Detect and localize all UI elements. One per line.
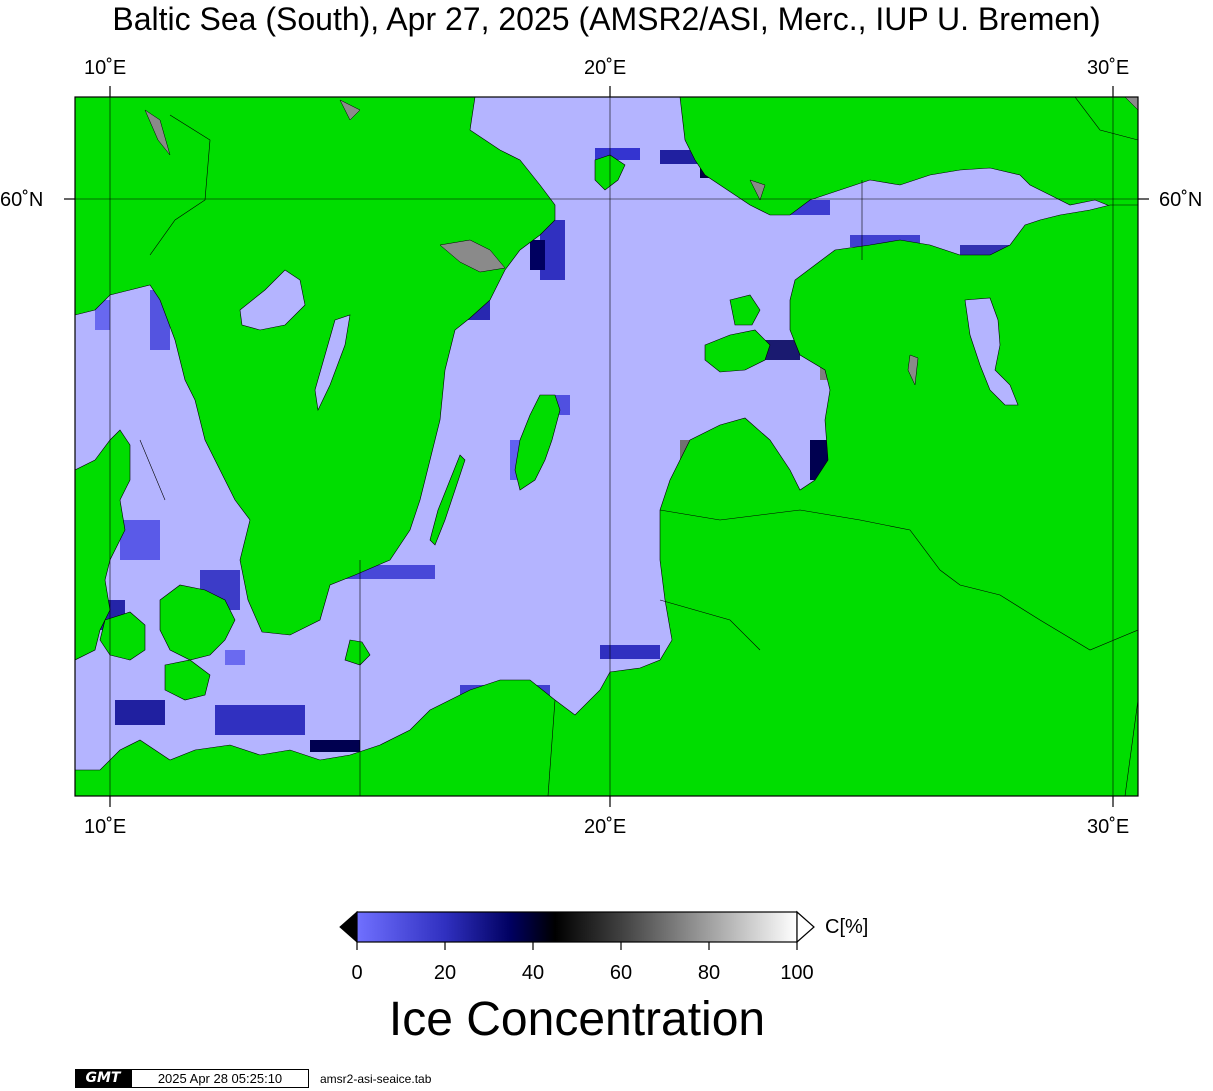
- top-tick-20e: 20˚E: [584, 57, 627, 79]
- colorbar: [339, 910, 815, 950]
- colorbar-tick-20: 20: [433, 962, 457, 984]
- map-frame: [74, 96, 1139, 797]
- graticule: [75, 97, 1138, 796]
- map-content: [75, 97, 1138, 796]
- tick-marks: [64, 86, 1149, 807]
- colorbar-low-arrow: [339, 910, 358, 944]
- colorbar-tick-80: 80: [697, 962, 721, 984]
- top-tick-10e: 10˚E: [84, 57, 127, 79]
- top-tick-30e: 30˚E: [1087, 57, 1130, 79]
- right-tick-60n: 60˚N: [1159, 189, 1203, 211]
- borders: [139, 97, 1138, 796]
- colorbar-unit-label: C[%]: [825, 916, 869, 938]
- timestamp: 2025 Apr 28 05:25:10: [131, 1069, 309, 1088]
- colorbar-tick-0: 0: [351, 962, 363, 984]
- inland-lakes: [239, 269, 1019, 412]
- colorbar-gradient: [356, 911, 798, 943]
- bottom-tick-20e: 20˚E: [584, 816, 627, 838]
- colorbar-title: Ice Concentration: [388, 993, 766, 1046]
- map-title: Baltic Sea (South), Apr 27, 2025 (AMSR2/…: [112, 1, 1101, 37]
- colorbar-tick-100: 100: [780, 962, 814, 984]
- command-label: amsr2-asi-seaice.tab: [320, 1072, 432, 1086]
- gmt-logo: GMT: [75, 1069, 131, 1088]
- land-masses: [75, 97, 1138, 796]
- colorbar-high-arrow: [796, 910, 815, 944]
- no-data-patches: [144, 97, 1138, 386]
- colorbar-tick-40: 40: [521, 962, 545, 984]
- bottom-tick-30e: 30˚E: [1087, 816, 1130, 838]
- bottom-tick-10e: 10˚E: [84, 816, 127, 838]
- left-tick-60n: 60˚N: [0, 189, 44, 211]
- colorbar-tick-60: 60: [609, 962, 633, 984]
